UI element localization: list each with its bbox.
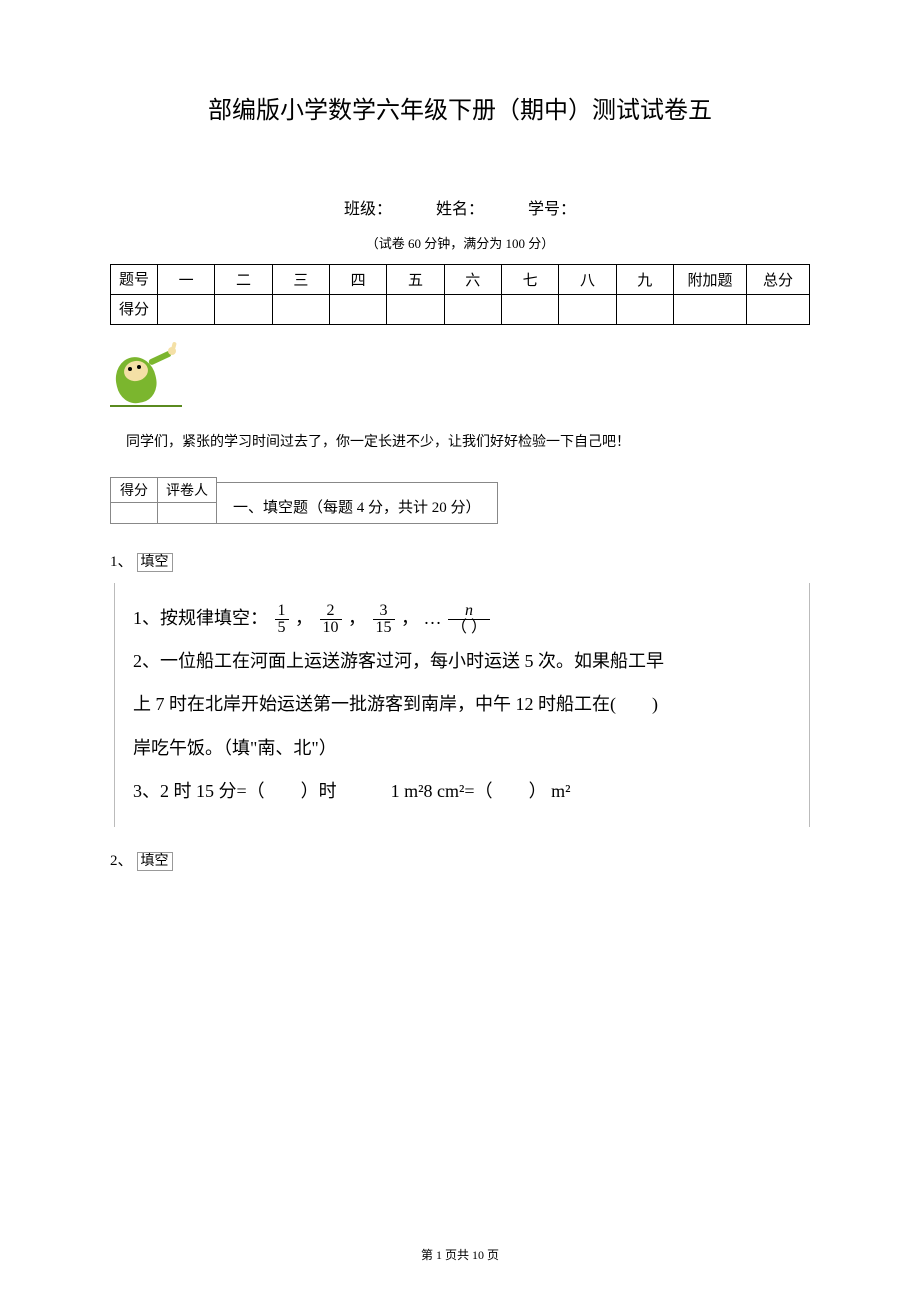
section-1-title: 一、填空题（每题 4 分，共计 20 分） — [217, 482, 498, 524]
q1-line1: 1、按规律填空： 15 ， 210 ， 315 ， … n（ ） — [133, 597, 785, 640]
col-3: 三 — [272, 265, 329, 295]
question-1-content: 1、按规律填空： 15 ， 210 ， 315 ， … n（ ） 2、一位船工在… — [114, 583, 810, 827]
grader-table: 得分 评卷人 — [110, 477, 217, 524]
id-label: 学号： — [528, 201, 576, 218]
fraction: 15 — [275, 603, 289, 636]
score-cell — [158, 295, 215, 325]
meta-prefix: （试卷 — [366, 236, 408, 251]
score-cell — [387, 295, 444, 325]
row-header-question: 题号 — [111, 265, 158, 295]
q1-line5: 3、2 时 15 分=（ ）时 1 m²8 cm²=（ ） m² — [133, 770, 785, 813]
exam-meta: （试卷 60 分钟，满分为 100 分） — [110, 233, 810, 252]
score-table: 题号 一 二 三 四 五 六 七 八 九 附加题 总分 得分 — [110, 264, 810, 325]
col-total: 总分 — [747, 265, 810, 295]
score-cell — [747, 295, 810, 325]
class-label: 班级： — [344, 201, 392, 218]
meta-fullscore: 100 — [506, 236, 526, 251]
col-9: 九 — [616, 265, 673, 295]
score-cell — [215, 295, 272, 325]
grader-score-label: 得分 — [111, 478, 158, 503]
q1-line2: 2、一位船工在河面上运送游客过河，每小时运送 5 次。如果船工早 — [133, 640, 785, 683]
score-table-header-row: 题号 一 二 三 四 五 六 七 八 九 附加题 总分 — [111, 265, 810, 295]
intro-text: 同学们，紧张的学习时间过去了，你一定长进不少，让我们好好检验一下自己吧！ — [126, 431, 810, 451]
page-footer: 第 1 页共 10 页 — [0, 1246, 920, 1263]
meta-duration: 60 — [408, 236, 421, 251]
score-cell — [329, 295, 386, 325]
col-4: 四 — [329, 265, 386, 295]
col-2: 二 — [215, 265, 272, 295]
score-table-score-row: 得分 — [111, 295, 810, 325]
fraction: 210 — [320, 603, 342, 636]
grader-marker-label: 评卷人 — [158, 478, 217, 503]
score-cell — [616, 295, 673, 325]
fraction: 315 — [373, 603, 395, 636]
fraction-blank: n（ ） — [448, 603, 490, 636]
grader-score-cell — [111, 503, 158, 524]
q1-line3: 上 7 时在北岸开始运送第一批游客到南岸，中午 12 时船工在( ) — [133, 683, 785, 726]
question-2-box: 填空 — [137, 852, 173, 871]
meta-suffix: 分） — [525, 236, 554, 251]
col-8: 八 — [559, 265, 616, 295]
q1-line4: 岸吃午饭。（填"南、北"） — [133, 727, 785, 770]
grader-marker-cell — [158, 503, 217, 524]
exam-title: 部编版小学数学六年级下册（期中）测试试卷五 — [110, 90, 810, 125]
score-cell — [272, 295, 329, 325]
question-1-box: 填空 — [137, 553, 173, 572]
question-2-label: 2、填空 — [110, 849, 810, 870]
mascot-icon — [110, 347, 186, 413]
col-7: 七 — [501, 265, 558, 295]
score-cell — [444, 295, 501, 325]
col-1: 一 — [158, 265, 215, 295]
student-info-line: 班级： 姓名： 学号： — [110, 195, 810, 219]
question-1-label: 1、填空 1、填空 — [110, 550, 810, 571]
row-header-score: 得分 — [111, 295, 158, 325]
meta-mid: 分钟，满分为 — [421, 236, 506, 251]
col-extra: 附加题 — [674, 265, 747, 295]
name-label: 姓名： — [436, 201, 484, 218]
score-cell — [674, 295, 747, 325]
col-5: 五 — [387, 265, 444, 295]
col-6: 六 — [444, 265, 501, 295]
score-cell — [559, 295, 616, 325]
section-1-header: 得分 评卷人 一、填空题（每题 4 分，共计 20 分） — [110, 477, 810, 524]
score-cell — [501, 295, 558, 325]
